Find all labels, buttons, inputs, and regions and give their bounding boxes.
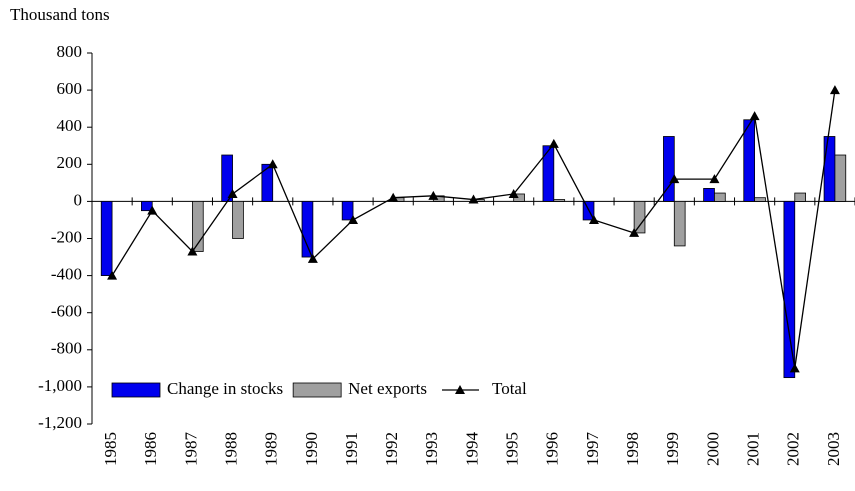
x-tick-label: 1992: [382, 432, 401, 466]
bar: [633, 200, 646, 234]
marker: [548, 138, 559, 148]
bar: [553, 199, 566, 202]
line: [111, 90, 836, 369]
marker: [187, 246, 198, 256]
y-tick-label: -400: [51, 265, 82, 284]
bar: [191, 200, 204, 252]
marker: [267, 159, 278, 169]
x-tick-label: 2000: [703, 432, 722, 466]
bar: [703, 188, 715, 202]
marker: [588, 214, 599, 224]
x-tick-label: 1989: [262, 432, 281, 466]
x-tick-label: 2001: [744, 432, 763, 466]
marker: [709, 174, 720, 184]
x-tick-label: 1993: [422, 432, 441, 466]
legend-swatch: [292, 382, 342, 398]
legend-marker: [455, 385, 465, 394]
x-tick-label: 2002: [784, 432, 803, 466]
x-tick-label: 1998: [623, 432, 642, 466]
y-tick-label: -1,000: [38, 376, 82, 395]
bar: [834, 154, 847, 202]
bar: [754, 197, 766, 202]
bar: [823, 136, 836, 202]
y-tick-label: -200: [51, 227, 82, 246]
x-tick-label: 1991: [342, 432, 361, 466]
marker: [428, 190, 439, 200]
bar: [261, 163, 274, 202]
marker: [508, 188, 519, 198]
legend-label: Net exports: [348, 379, 427, 398]
marker: [468, 194, 479, 204]
marker: [348, 214, 359, 224]
x-tick-label: 1988: [221, 432, 240, 466]
y-tick-label: 800: [57, 42, 83, 61]
y-tick-label: -600: [51, 302, 82, 321]
x-tick-label: 1986: [141, 432, 160, 466]
marker: [147, 205, 158, 215]
legend-swatch: [111, 382, 161, 398]
bar: [100, 200, 113, 276]
marker: [789, 363, 800, 373]
bar: [673, 200, 686, 247]
bar: [794, 192, 807, 202]
x-tick-label: 1990: [302, 432, 321, 466]
marker: [829, 85, 840, 95]
bar: [341, 200, 354, 221]
y-axis-label: Thousand tons: [10, 5, 110, 24]
x-tick-label: 1994: [462, 432, 481, 467]
legend-label: Total: [492, 379, 527, 398]
bar: [232, 200, 244, 239]
bar: [783, 200, 796, 379]
x-tick-label: 1997: [583, 432, 602, 467]
legend-label: Change in stocks: [167, 379, 283, 398]
bar: [743, 119, 756, 202]
y-tick-label: 400: [57, 116, 83, 135]
bar: [301, 200, 314, 258]
bar: [663, 136, 675, 202]
bar: [714, 192, 726, 202]
bar: [542, 145, 555, 202]
marker: [307, 253, 318, 263]
x-tick-label: 1999: [663, 432, 682, 466]
y-tick-label: 200: [57, 153, 83, 172]
y-tick-label: -1,200: [38, 413, 82, 432]
y-tick-label: 600: [57, 79, 83, 98]
x-tick-label: 1996: [543, 432, 562, 466]
x-tick-label: 1985: [101, 432, 120, 466]
marker: [227, 188, 238, 198]
y-tick-label: -800: [51, 339, 82, 358]
y-tick-label: 0: [74, 190, 83, 209]
marker: [107, 270, 118, 280]
x-tick-label: 2003: [824, 432, 843, 466]
marker: [749, 111, 760, 121]
marker: [669, 174, 680, 184]
x-tick-label: 1987: [181, 432, 200, 467]
x-tick-label: 1995: [503, 432, 522, 466]
marker: [629, 227, 640, 237]
marker: [388, 192, 399, 202]
